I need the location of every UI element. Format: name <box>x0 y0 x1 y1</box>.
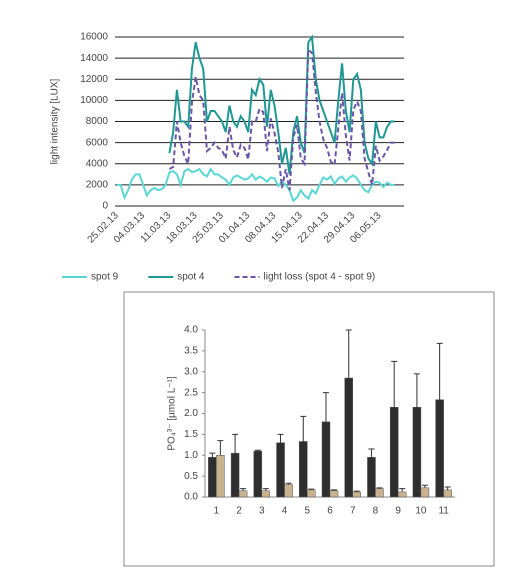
bar <box>307 489 316 498</box>
x-tick-label: 6 <box>327 506 333 517</box>
error-bar <box>308 488 315 490</box>
error-bar <box>345 329 352 379</box>
bar <box>375 488 384 498</box>
x-tick-label: 8 <box>373 506 379 517</box>
bar <box>412 406 422 498</box>
bar <box>435 399 444 498</box>
y-tick-label: 8000 <box>86 116 109 127</box>
bar <box>261 490 271 498</box>
error-bar <box>300 415 307 442</box>
y-tick-label: 2.0 <box>184 408 198 419</box>
error-bar <box>323 392 329 422</box>
legend-label: spot 4 <box>177 272 205 283</box>
y-tick-label: 0 <box>102 201 108 212</box>
y-tick-label: 1.0 <box>184 450 198 461</box>
bar <box>420 487 430 498</box>
error-bar <box>368 448 375 458</box>
bar <box>208 457 217 498</box>
x-tick-label: 11 <box>438 506 449 517</box>
bar <box>329 490 339 498</box>
y-tick-label: 4000 <box>86 158 109 169</box>
y-tick-label: 2.5 <box>184 387 198 398</box>
y-axis-title: light intensity [LUX] <box>50 78 61 164</box>
y-tick-label: 0.5 <box>184 471 198 482</box>
error-bar <box>240 488 247 491</box>
y-tick-label: 14000 <box>80 53 108 64</box>
error-bar <box>331 489 337 491</box>
x-tick-label: 1 <box>214 506 220 517</box>
y-tick-label: 12000 <box>80 74 108 85</box>
error-bar <box>262 488 269 491</box>
line <box>116 167 395 203</box>
y-tick-label: 2000 <box>86 180 109 191</box>
bar <box>321 421 331 498</box>
bar <box>230 452 240 498</box>
y-tick-label: 16000 <box>80 32 108 43</box>
error-bar <box>413 373 420 408</box>
x-tick-label: 2 <box>236 506 242 517</box>
x-tick-label: 9 <box>395 506 401 517</box>
bar <box>352 491 361 498</box>
bar <box>344 377 353 498</box>
line <box>168 47 395 191</box>
y-tick-label: 4.0 <box>184 325 198 336</box>
y-tick-label: 3.5 <box>184 346 198 357</box>
bar <box>284 484 293 498</box>
error-bar <box>232 433 239 454</box>
y-tick-label: 1.5 <box>184 429 198 440</box>
legend-label: light loss (spot 4 - spot 9) <box>264 272 376 283</box>
error-bar <box>254 449 261 452</box>
y-axis-title: PO₄³⁻ [µmol L⁻¹] <box>167 376 178 451</box>
x-tick-label: 4 <box>282 506 288 517</box>
bar <box>443 489 452 498</box>
x-tick-label: 7 <box>350 506 356 517</box>
y-tick-label: 3.0 <box>184 366 198 377</box>
error-bar <box>353 490 360 492</box>
error-bar <box>399 488 406 492</box>
error-bar <box>391 360 398 408</box>
error-bar <box>285 482 292 485</box>
legend-label: spot 9 <box>91 272 119 283</box>
y-tick-label: 10000 <box>80 95 108 106</box>
bar <box>389 406 399 498</box>
bar <box>238 490 248 498</box>
y-tick-label: 6000 <box>86 137 109 148</box>
y-tick-label: 0.0 <box>184 492 198 503</box>
bar <box>299 441 308 498</box>
line <box>168 34 395 175</box>
bar <box>397 491 407 498</box>
bar <box>276 442 285 498</box>
error-bar <box>444 486 451 490</box>
chart-frame <box>123 291 495 567</box>
x-tick-label: 5 <box>304 506 310 517</box>
bar <box>253 450 263 498</box>
error-bar <box>277 433 284 443</box>
bar <box>216 455 225 498</box>
error-bar <box>436 342 443 400</box>
error-bar <box>209 452 216 458</box>
bar <box>367 457 376 498</box>
error-bar <box>421 484 428 488</box>
x-tick-label: 10 <box>415 506 427 517</box>
error-bar <box>217 440 224 456</box>
x-tick-label: 3 <box>259 506 265 517</box>
error-bar <box>376 487 383 489</box>
